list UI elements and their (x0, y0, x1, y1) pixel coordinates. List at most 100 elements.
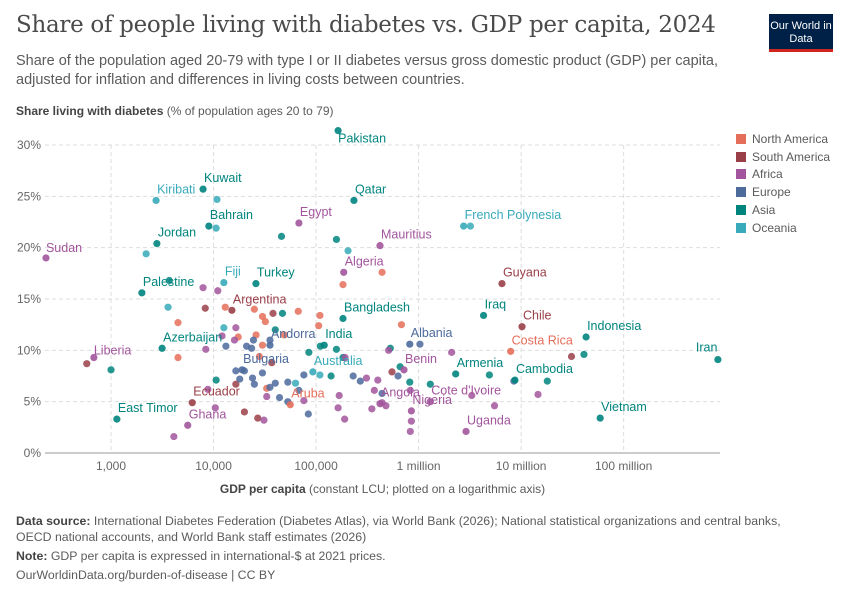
data-point-cambodia (511, 376, 519, 384)
data-point-costa-rica (507, 347, 515, 355)
point-label: Mauritius (381, 228, 432, 242)
data-point-ghana (184, 421, 192, 429)
legend-label: North America (752, 131, 829, 146)
y-tick-label: 20% (17, 241, 41, 255)
data-point (388, 368, 396, 376)
data-point-nigeria (407, 407, 415, 415)
data-point-liberia (90, 353, 98, 362)
footer: Data source: International Diabetes Fede… (16, 513, 816, 583)
y-tick-label: 15% (17, 292, 41, 306)
point-label: Liberia (94, 344, 132, 358)
data-point (202, 345, 210, 353)
data-point (394, 372, 402, 380)
data-point (341, 415, 349, 423)
chart-subtitle: Share of the population aged 20-79 with … (16, 53, 719, 88)
data-point (258, 369, 267, 377)
point-label: Fiji (225, 265, 241, 279)
data-point (378, 389, 386, 398)
data-point-uganda (462, 427, 470, 436)
data-point (255, 352, 264, 361)
y-tick-label: 30% (17, 138, 41, 152)
data-point (485, 371, 493, 379)
legend-swatch (736, 169, 746, 180)
x-tick-label: 1 million (397, 459, 441, 473)
data-point (83, 360, 91, 368)
data-point (332, 235, 341, 244)
data-point (339, 281, 347, 289)
point-label: Guyana (503, 266, 547, 280)
legend: North America South America Africa Europe As… (736, 130, 830, 237)
data-point (261, 317, 269, 326)
legend-swatch (736, 151, 746, 162)
point-label: Chile (523, 309, 552, 323)
point-label: Ecuador (193, 385, 240, 399)
legend-item[interactable]: Europe (736, 183, 830, 201)
legend-item[interactable]: Oceania (736, 219, 830, 237)
data-point (271, 379, 279, 387)
point-label: Iran (696, 341, 718, 355)
data-point-benin (400, 366, 408, 374)
x-tick-label: 10,000 (195, 459, 232, 473)
data-point-vietnam (596, 414, 604, 422)
data-point (204, 385, 212, 393)
point-label: Andorra (271, 327, 316, 341)
point-label: Algeria (345, 254, 384, 268)
point-label: Benin (405, 352, 437, 366)
data-point (240, 408, 249, 416)
data-point-jordan (153, 239, 161, 248)
x-tick-label: 100,000 (294, 459, 338, 473)
point-label: Cambodia (516, 362, 573, 376)
owid-logo[interactable]: Our World in Data (769, 14, 833, 52)
data-point (174, 319, 182, 327)
note-label: Note: (16, 549, 48, 563)
data-point (300, 397, 308, 405)
point-label: Kuwait (204, 171, 242, 185)
data-point-azerbaijan (158, 344, 166, 352)
legend-item[interactable]: Asia (736, 201, 830, 219)
data-point (407, 417, 415, 425)
data-point (368, 405, 376, 413)
y-axis-label: Share living with diabetes (% of populat… (16, 104, 334, 118)
data-point (249, 336, 258, 344)
data-point (248, 374, 257, 382)
data-point (304, 410, 312, 418)
legend-label: Oceania (752, 220, 797, 235)
data-point (349, 372, 357, 380)
point-label: Bahrain (210, 208, 253, 222)
data-point (448, 348, 456, 356)
footer-url[interactable]: OurWorldinData.org/burden-of-disease | C… (16, 568, 276, 582)
data-source: Data source: International Diabetes Fede… (16, 513, 816, 545)
data-point (260, 416, 268, 424)
data-point (406, 386, 414, 394)
point-label: Sudan (46, 241, 82, 255)
data-point-ecuador (188, 399, 196, 407)
data-point (107, 366, 115, 374)
legend-label: South America (752, 149, 831, 164)
legend-label: Africa (752, 167, 783, 182)
point-label: Uganda (467, 413, 511, 427)
x-tick-label: 10 million (496, 459, 547, 473)
note: Note: GDP per capita is expressed in int… (16, 548, 816, 564)
legend-item[interactable]: Africa (736, 166, 830, 184)
data-point (291, 379, 300, 387)
data-point-turkey (252, 280, 260, 288)
data-point (406, 427, 414, 436)
data-point (258, 341, 267, 349)
legend-item[interactable]: North America (736, 130, 830, 148)
data-point (271, 326, 279, 334)
y-tick-label: 25% (17, 189, 41, 203)
data-point (232, 380, 240, 388)
data-point (280, 331, 288, 339)
data-point (222, 342, 230, 350)
point-label: Vietnam (601, 400, 647, 414)
point-label: Bulgaria (243, 352, 289, 366)
data-point (248, 344, 256, 352)
legend-item[interactable]: South America (736, 148, 830, 166)
data-point (370, 386, 378, 394)
data-point (332, 345, 341, 353)
data-point-bulgaria (238, 366, 246, 374)
data-point (218, 332, 226, 340)
data-point (269, 309, 277, 317)
data-point-kiribati (152, 196, 160, 205)
